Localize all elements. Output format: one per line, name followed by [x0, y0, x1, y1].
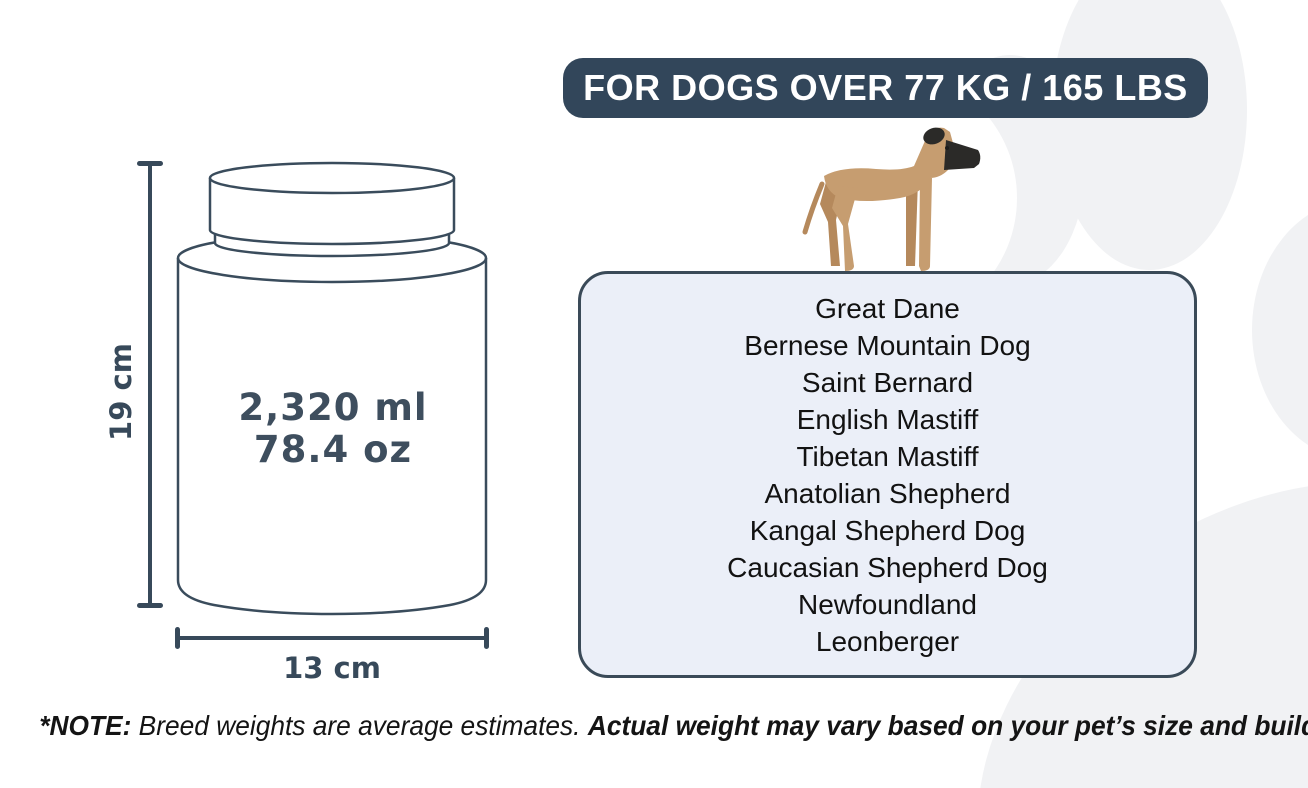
- jar-volume-oz: 78.4 oz: [253, 428, 413, 471]
- breed-item: Tibetan Mastiff: [796, 440, 979, 472]
- weight-range-banner: FOR DOGS OVER 77 KG / 165 LBS: [563, 58, 1208, 118]
- dog-tail: [802, 181, 825, 235]
- breed-item: Leonberger: [815, 625, 960, 657]
- footnote-prefix: *NOTE:: [39, 710, 132, 741]
- paw-toe-shape-right: [1252, 200, 1308, 460]
- footnote-middle: Breed weights are average estimates.: [138, 710, 588, 741]
- width-dimension-label: 13 cm: [283, 651, 381, 685]
- footnote: *NOTE: Breed weights are average estimat…: [39, 710, 1308, 742]
- dog-eye: [945, 146, 949, 150]
- dog-hind-leg-near: [832, 186, 858, 271]
- breed-item: Newfoundland: [797, 588, 978, 620]
- breed-item: English Mastiff: [796, 403, 979, 435]
- dog-ear: [923, 127, 945, 145]
- jar-illustration: [176, 161, 488, 616]
- dog-muzzle: [944, 140, 981, 170]
- width-dimension-cap-left: [175, 627, 180, 649]
- banner-label: FOR DOGS OVER 77 KG / 165 LBS: [583, 67, 1188, 108]
- breed-list-box: Great Dane Bernese Mountain Dog Saint Bern…: [578, 271, 1197, 678]
- jar-lid-walls: [208, 178, 456, 246]
- footnote-emphasis: Actual weight may vary based on your pet…: [587, 710, 1308, 741]
- height-dimension-line: [148, 164, 152, 606]
- width-dimension-cap-right: [484, 627, 489, 649]
- breed-item: Anatolian Shepherd: [764, 477, 1011, 509]
- breed-item: Saint Bernard: [801, 366, 974, 398]
- height-dimension-cap-top: [137, 161, 163, 166]
- breed-item: Great Dane: [815, 292, 960, 324]
- jar-shoulder-arc: [176, 257, 488, 284]
- breed-item: Bernese Mountain Dog: [744, 329, 1031, 361]
- jar-lid-top: [208, 161, 456, 195]
- jar-volume-ml: 2,320 ml: [238, 386, 428, 429]
- breed-item: Kangal Shepherd Dog: [749, 514, 1026, 546]
- paw-toe-shape-top: [1052, 0, 1247, 270]
- dog-front-leg-near: [919, 178, 932, 271]
- width-dimension-line: [177, 636, 487, 640]
- height-dimension-cap-bottom: [137, 603, 163, 608]
- great-dane-illustration: [802, 127, 981, 271]
- dog-front-leg-far: [906, 180, 918, 266]
- height-dimension-label: 19 cm: [104, 343, 138, 441]
- breed-item: Caucasian Shepherd Dog: [727, 551, 1048, 583]
